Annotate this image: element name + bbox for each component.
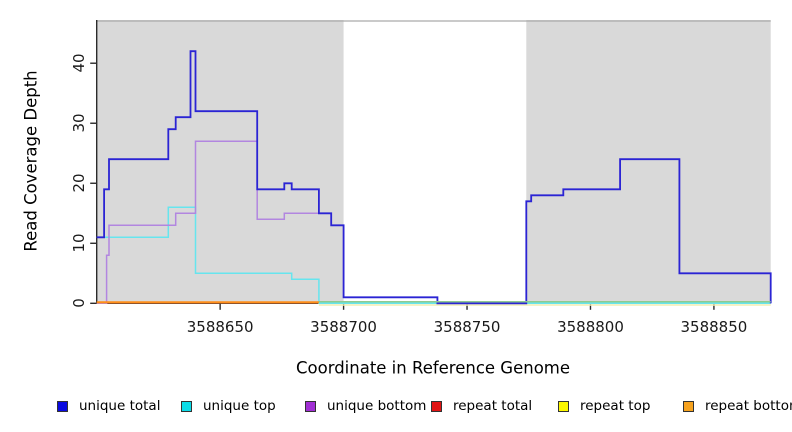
y-tick-label-30: 30 — [70, 113, 88, 133]
legend-item-unique-total: unique total — [57, 396, 160, 416]
background-band-1 — [526, 20, 771, 304]
y-axis-title: Read Coverage Depth — [21, 70, 41, 252]
legend-item-unique-bottom: unique bottom — [305, 396, 426, 416]
series-unique-total-line — [96, 50, 772, 305]
y-tick-label-40: 40 — [70, 53, 88, 73]
legend-item-repeat-top: repeat top — [558, 396, 650, 416]
legend-swatch-unique-bottom — [305, 400, 316, 412]
background-band-0 — [96, 20, 344, 304]
x-tick-label-3588800: 3588800 — [557, 318, 624, 336]
series-unique-top-line — [96, 206, 771, 305]
legend-swatch-unique-top — [181, 400, 192, 412]
legend-label-repeat-total: repeat total — [453, 398, 533, 414]
x-tick-label-3588650: 3588650 — [186, 318, 254, 336]
legend-swatch-repeat-top — [558, 400, 569, 412]
y-tick-label-20: 20 — [70, 173, 88, 193]
legend-label-repeat-top: repeat top — [580, 398, 651, 414]
legend-item-repeat-bottom: repeat bottom — [683, 396, 792, 416]
legend-item-unique-top: unique top — [181, 396, 276, 416]
x-axis-title: Coordinate in Reference Genome — [295, 358, 571, 378]
legend-swatch-repeat-bottom — [683, 400, 694, 412]
x-tick-label-3588700: 3588700 — [310, 318, 377, 336]
x-tick-label-3588850: 3588850 — [680, 318, 748, 336]
legend-label-unique-total: unique total — [79, 398, 161, 414]
y-tick-label-0: 0 — [70, 298, 88, 309]
chart-legend: unique total unique top unique bottom repea… — [0, 396, 792, 422]
legend-swatch-repeat-total — [431, 400, 442, 412]
legend-label-unique-top: unique top — [203, 398, 276, 414]
y-tick-label-10: 10 — [70, 233, 88, 253]
x-tick-label-3588750: 3588750 — [433, 318, 501, 336]
legend-item-repeat-total: repeat total — [431, 396, 532, 416]
legend-label-unique-bottom: unique bottom — [327, 398, 427, 414]
legend-label-repeat-bottom: repeat bottom — [705, 398, 792, 414]
legend-swatch-unique-total — [57, 400, 68, 412]
